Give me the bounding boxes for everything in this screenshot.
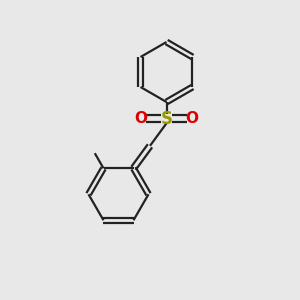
Text: O: O: [134, 111, 148, 126]
Text: O: O: [185, 111, 199, 126]
Text: S: S: [160, 110, 172, 128]
